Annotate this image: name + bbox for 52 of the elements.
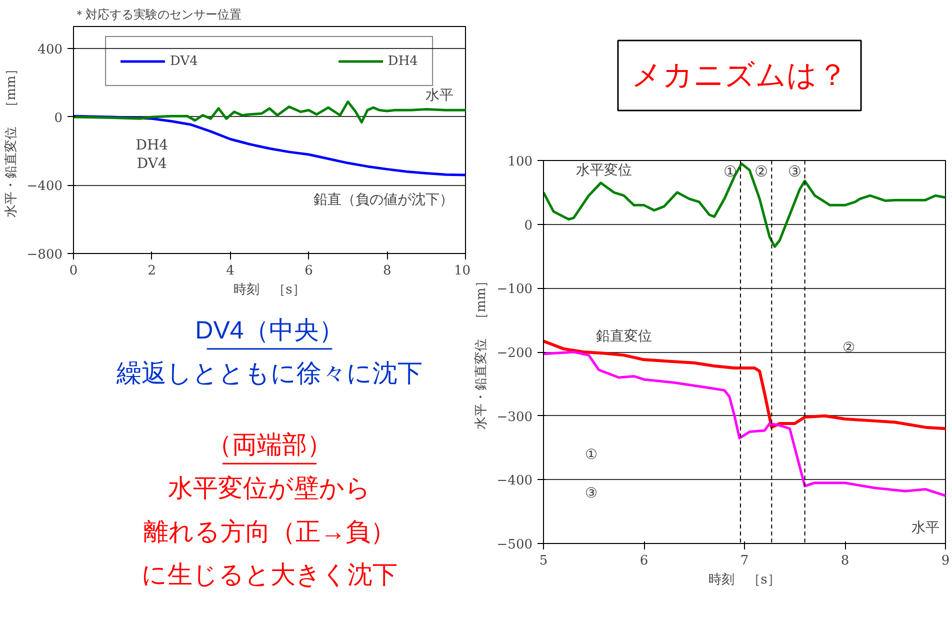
x-tick-label: 2 xyxy=(148,264,156,278)
y-tick-label: 0 xyxy=(524,218,533,234)
annotation: DH4 xyxy=(136,138,168,154)
x-tick-label: 8 xyxy=(840,554,850,568)
text: メカニズムは？ xyxy=(632,59,848,92)
y-tick-label: −400 xyxy=(26,179,63,194)
x-tick-label: 7 xyxy=(740,554,749,568)
y-tick-label: −100 xyxy=(496,282,533,298)
x-tick-label: 4 xyxy=(226,264,234,278)
y-tick-label: −200 xyxy=(496,346,533,361)
text: （両端部） xyxy=(207,431,332,459)
legend-label: DH4 xyxy=(388,54,418,68)
ref-line-label: ① xyxy=(723,162,736,180)
y-tick-label: −400 xyxy=(496,474,533,489)
text: DV4（中央） xyxy=(195,316,344,344)
line-series xyxy=(544,350,946,497)
ref-line-label: ③ xyxy=(788,162,801,180)
x-tick-label: 10 xyxy=(454,264,471,278)
annotation: 水平 xyxy=(426,88,454,104)
y-tick-label: −800 xyxy=(26,248,63,262)
x-tick-label: 9 xyxy=(941,554,950,568)
annotation: ② xyxy=(842,340,856,356)
y-axis-title: 水平・鉛直変位 ［mm］ xyxy=(472,274,489,430)
chart-title: ＊対応する実験のセンサー位置 xyxy=(74,8,242,22)
annotation: ③ xyxy=(585,485,598,502)
annotation: DV4 xyxy=(136,156,167,172)
y-axis-title: 水平・鉛直変位 ［mm］ xyxy=(2,62,19,218)
x-tick-label: 6 xyxy=(304,264,313,278)
line-series xyxy=(544,162,946,248)
y-tick-label: 400 xyxy=(38,42,63,58)
y-tick-label: −500 xyxy=(496,538,533,552)
text: 離れる方向（正→負） xyxy=(144,518,396,546)
x-axis-title: 時刻 ［s］ xyxy=(234,282,306,298)
text: に生じると大きく沈下 xyxy=(142,561,398,590)
annotation: 鉛直変位 xyxy=(596,328,652,344)
ref-line-label: ② xyxy=(754,162,768,180)
annotation: 水平 xyxy=(911,520,940,536)
text: 繰返しとともに徐々に沈下 xyxy=(116,360,422,388)
x-tick-label: 6 xyxy=(640,554,648,568)
line-series xyxy=(74,100,466,124)
y-tick-label: 100 xyxy=(508,154,533,170)
y-tick-label: 0 xyxy=(54,110,63,126)
legend-label: DV4 xyxy=(170,54,198,68)
x-tick-label: 5 xyxy=(539,554,548,568)
x-tick-label: 0 xyxy=(69,264,78,278)
annotation: ① xyxy=(585,447,598,464)
annotation: 鉛直（負の値が沈下） xyxy=(314,192,454,208)
y-tick-label: −300 xyxy=(496,410,533,425)
x-tick-label: 8 xyxy=(382,264,392,278)
annotation: 水平変位 xyxy=(576,162,632,178)
x-axis-title: 時刻 ［s］ xyxy=(708,572,780,588)
text: 水平変位が壁から xyxy=(168,474,371,502)
